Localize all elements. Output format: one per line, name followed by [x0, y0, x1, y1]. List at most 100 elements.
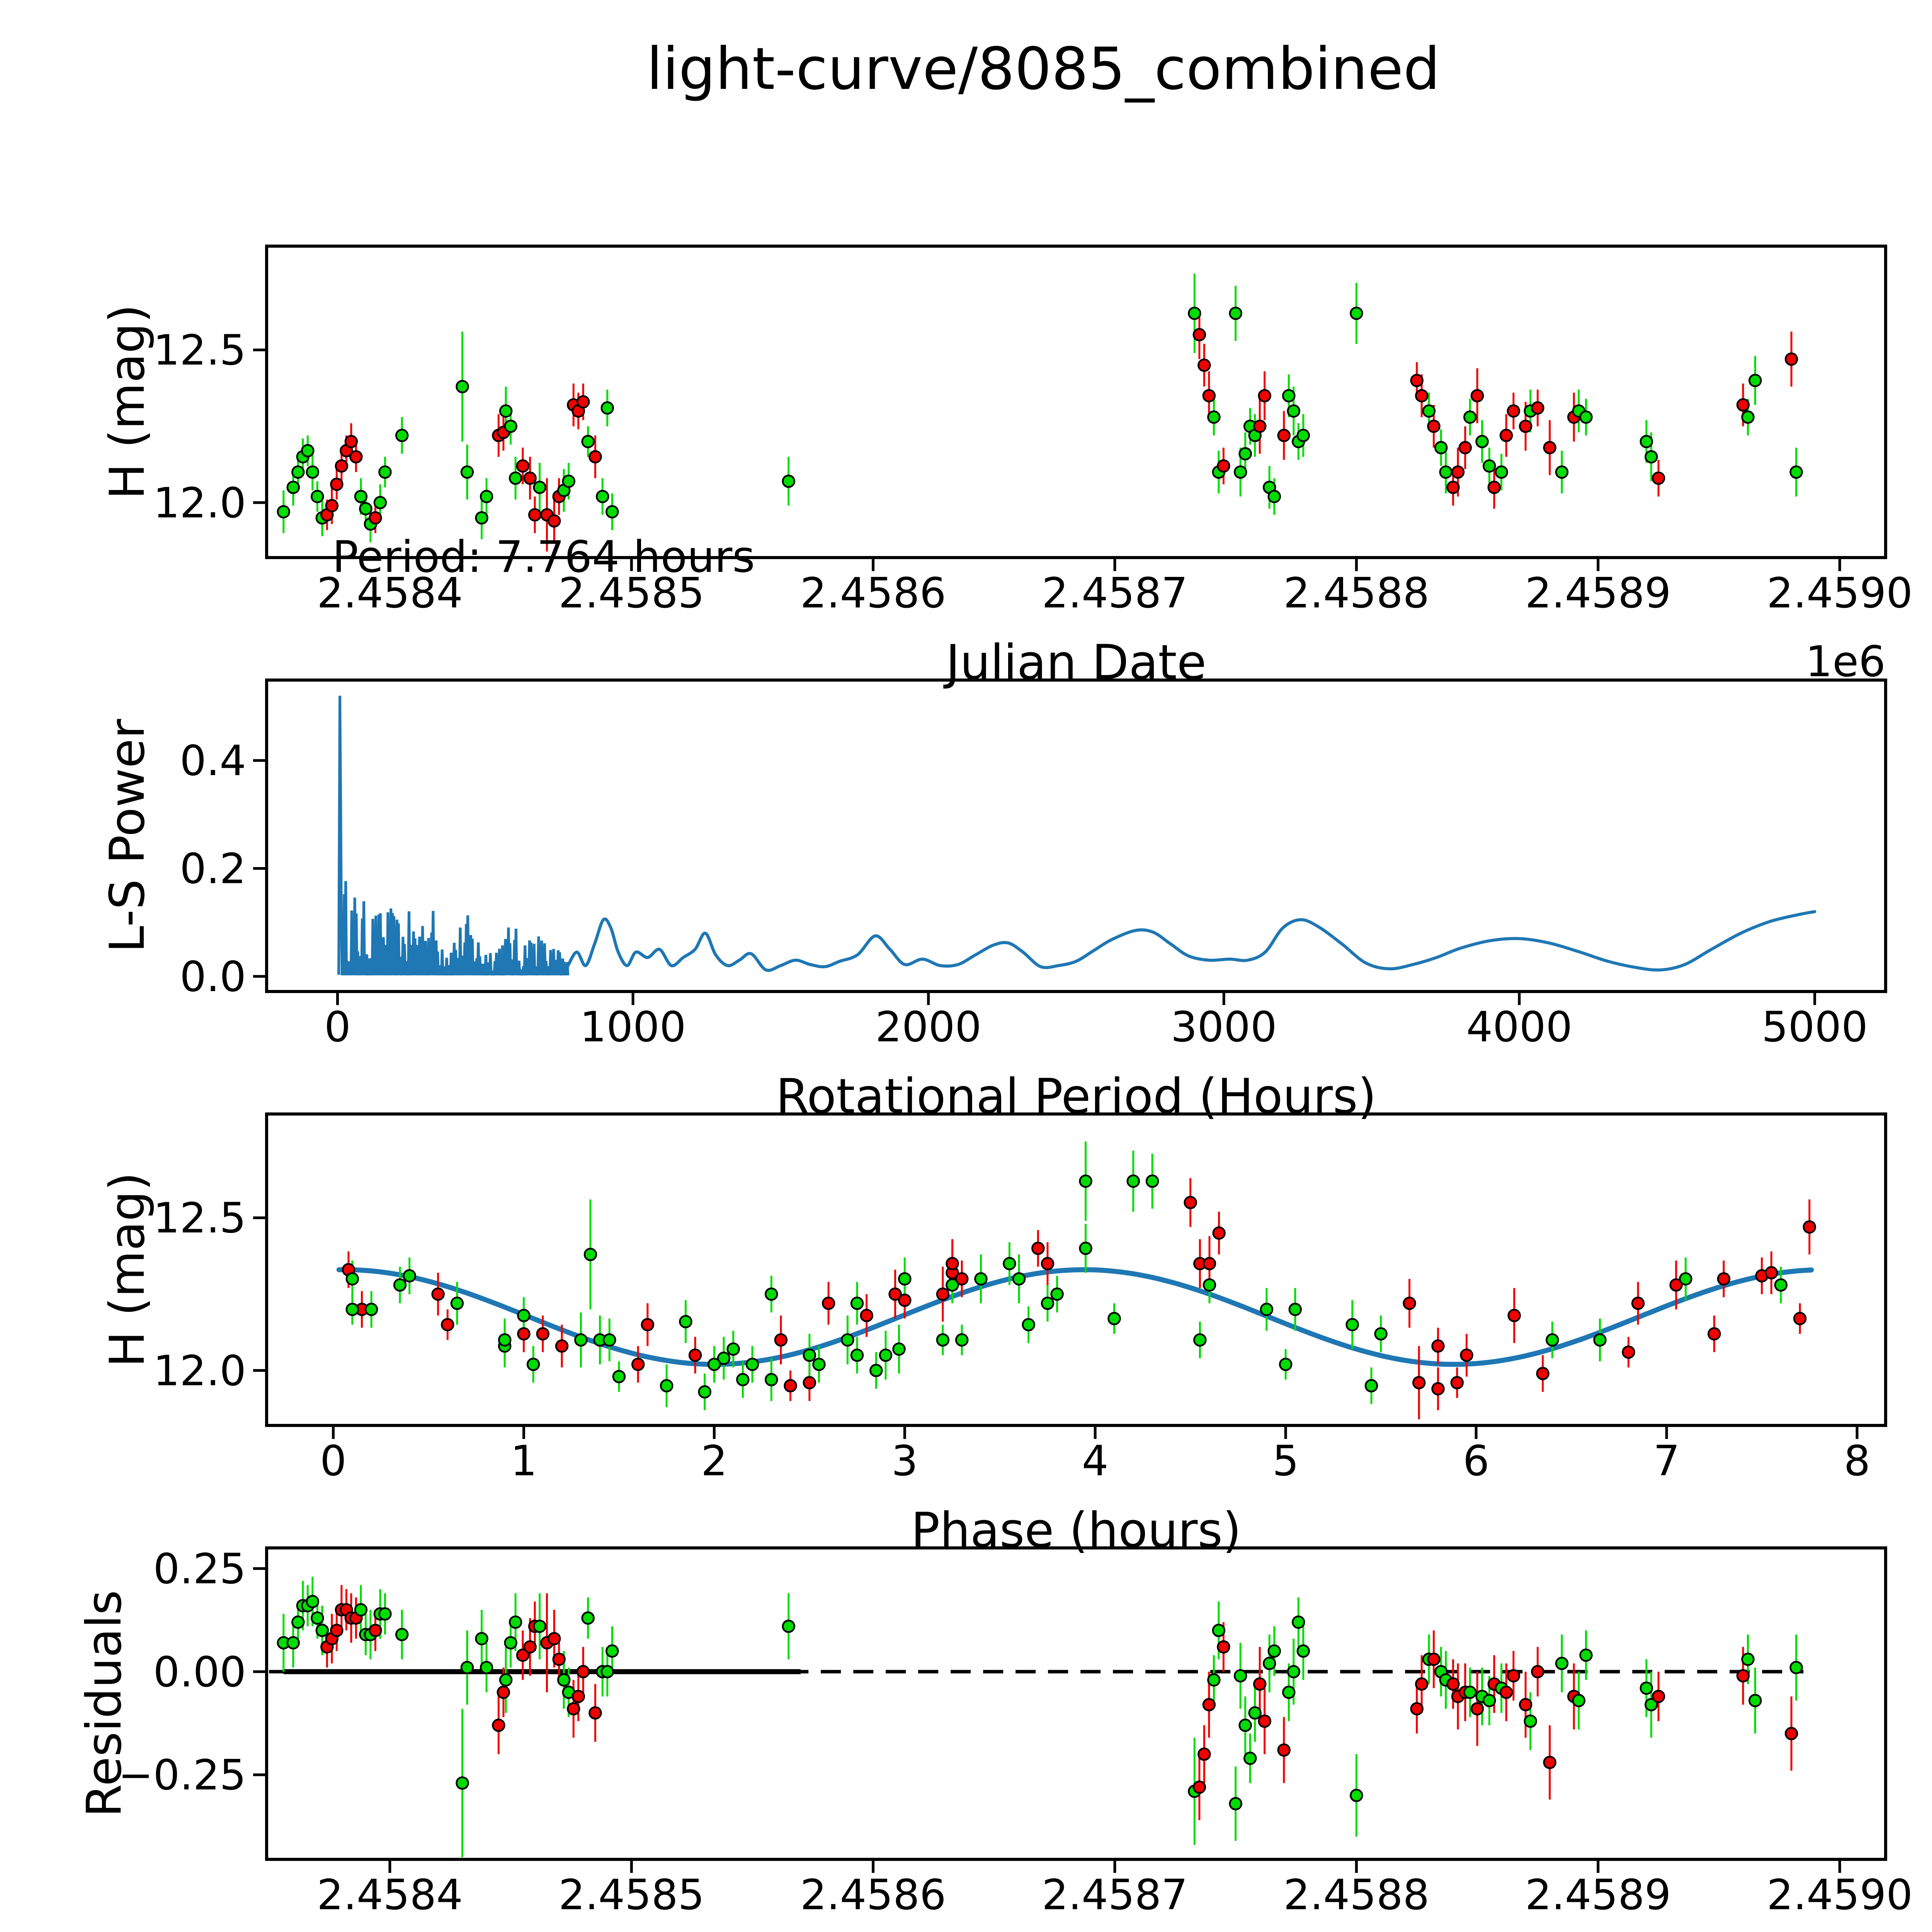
data-point: [1212, 1226, 1226, 1240]
data-point: [277, 505, 291, 519]
data-point: [1197, 358, 1211, 372]
data-point: [547, 1632, 561, 1646]
data-point: [898, 1293, 912, 1307]
data-point: [1192, 328, 1206, 342]
data-point: [581, 1611, 595, 1625]
y-tick-label: 12.0: [153, 479, 246, 527]
data-point: [1463, 410, 1477, 424]
data-point: [395, 1628, 409, 1641]
data-point: [1507, 1669, 1520, 1683]
data-point: [1470, 389, 1484, 403]
data-point: [1288, 1303, 1302, 1316]
data-point: [1651, 1690, 1665, 1703]
data-point: [1003, 1257, 1016, 1270]
data-point: [1741, 1652, 1755, 1666]
data-point: [1639, 1681, 1653, 1695]
data-point: [1296, 429, 1310, 442]
data-point: [359, 502, 372, 515]
data-point: [301, 444, 315, 457]
data-point: [528, 508, 542, 522]
data-point: [509, 1615, 522, 1629]
data-point: [955, 1333, 969, 1347]
data-point: [1736, 398, 1750, 412]
data-point: [1679, 1272, 1692, 1286]
data-point: [698, 1385, 712, 1399]
data-point: [1107, 1312, 1121, 1325]
data-point: [497, 1685, 510, 1699]
data-point: [1229, 306, 1242, 320]
data-point: [431, 1287, 445, 1301]
data-point: [571, 1690, 585, 1703]
data-point: [1282, 389, 1296, 403]
data-point: [526, 1357, 540, 1371]
data-point: [1258, 1714, 1272, 1728]
data-point: [1253, 419, 1267, 433]
data-point: [717, 1351, 731, 1365]
data-point: [1217, 1640, 1230, 1654]
data-point: [364, 1303, 378, 1316]
y-tick-label: 0.25: [153, 1545, 246, 1593]
data-point: [291, 465, 305, 479]
data-point: [860, 1309, 874, 1322]
data-point: [1475, 435, 1489, 448]
x-tick-label: 2.4588: [1283, 569, 1429, 617]
data-point: [1483, 1694, 1496, 1708]
data-point: [1427, 1652, 1440, 1666]
data-point: [325, 499, 339, 512]
data-point: [576, 1665, 590, 1679]
y-tick-label: 0.00: [153, 1648, 246, 1696]
data-point: [345, 1303, 359, 1316]
data-point: [1345, 1318, 1359, 1332]
x-tick-label: 0: [320, 1437, 347, 1485]
data-point: [1184, 1196, 1197, 1209]
data-point: [850, 1296, 864, 1310]
x-tick-label: 2.4585: [558, 1871, 704, 1919]
data-point: [1050, 1287, 1064, 1301]
data-point: [1126, 1174, 1140, 1188]
x-tick-label: 1: [510, 1437, 537, 1485]
x-tick-label: 5: [1272, 1437, 1299, 1485]
data-point: [1717, 1272, 1731, 1286]
data-point: [1422, 404, 1436, 418]
data-point: [583, 1248, 597, 1261]
data-point: [576, 395, 590, 409]
x-tick-label: 2.4590: [1767, 569, 1913, 617]
data-point: [562, 474, 575, 488]
data-point: [707, 1357, 721, 1371]
x-tick-label: 2.4587: [1042, 569, 1188, 617]
data-point: [533, 481, 546, 494]
data-point: [1543, 441, 1556, 454]
data-point: [1736, 1669, 1750, 1683]
x-tick-label: 2.4589: [1525, 569, 1671, 617]
data-point: [480, 1661, 493, 1674]
data-point: [1793, 1312, 1807, 1325]
data-point: [1531, 1665, 1544, 1679]
y-tick-label: 0.4: [180, 737, 246, 785]
data-point: [1499, 1685, 1513, 1699]
data-point: [306, 465, 320, 479]
data-point: [1374, 1327, 1388, 1341]
y-tick-label: 0.2: [180, 845, 246, 893]
data-point: [547, 514, 561, 528]
data-point: [378, 465, 392, 479]
data-point: [946, 1257, 959, 1270]
data-point: [509, 471, 522, 485]
data-point: [1263, 1656, 1276, 1670]
x-tick-label: 4000: [1466, 1003, 1572, 1051]
phased-panel: 0 1 2 3 4 5 6 7 8 12.0 12.5: [153, 1112, 1887, 1485]
data-point: [765, 1287, 778, 1301]
data-point: [475, 511, 488, 525]
data-point: [335, 459, 349, 473]
data-point: [1784, 1727, 1798, 1740]
data-point: [1579, 1648, 1593, 1662]
data-point: [1188, 306, 1201, 320]
data-point: [460, 1661, 474, 1674]
data-point: [1248, 1706, 1262, 1720]
data-point: [936, 1333, 950, 1347]
data-point: [1410, 374, 1424, 387]
data-point: [315, 1624, 329, 1637]
data-point: [1207, 1673, 1221, 1687]
phased-x-axis-label: Phase (hours): [911, 1503, 1242, 1558]
data-point: [330, 478, 344, 491]
